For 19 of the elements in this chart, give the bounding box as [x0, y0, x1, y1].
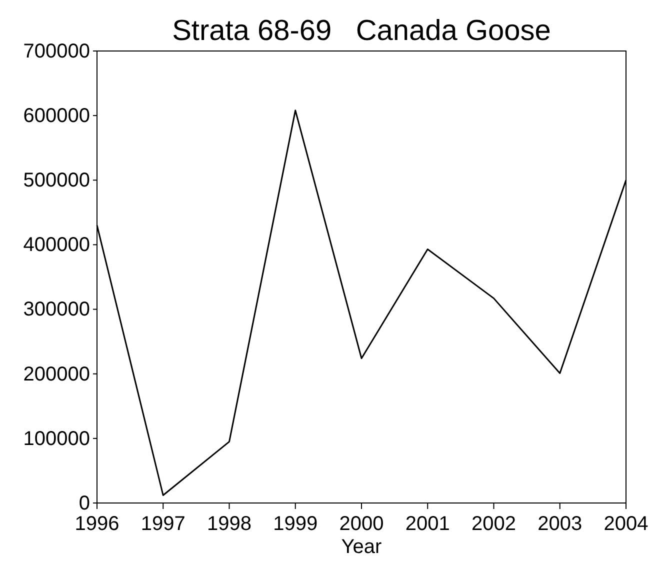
- chart-title: Strata 68-69 Canada Goose: [172, 15, 551, 47]
- y-tick-label: 600000: [23, 104, 90, 127]
- x-tick-label: 2003: [538, 513, 582, 535]
- x-tick-label: 1999: [273, 513, 318, 535]
- x-tick-label: 1996: [74, 513, 120, 535]
- y-tick-label: 100000: [23, 428, 90, 450]
- x-tick-label: 2000: [339, 513, 384, 535]
- y-tick-label: 200000: [23, 363, 90, 386]
- y-tick-label: 0: [78, 492, 90, 514]
- y-tick-label: 400000: [23, 234, 90, 256]
- x-tick-label: 2004: [604, 513, 648, 535]
- x-tick-label: 1998: [207, 513, 252, 535]
- x-tick-label: 2001: [405, 513, 450, 535]
- x-axis-title: Year: [341, 536, 382, 558]
- y-tick-label: 700000: [23, 40, 90, 62]
- y-tick-label: 300000: [23, 298, 90, 321]
- x-tick-label: 2002: [472, 513, 516, 535]
- x-tick-label: 1997: [140, 513, 186, 535]
- y-tick-label: 500000: [23, 170, 90, 192]
